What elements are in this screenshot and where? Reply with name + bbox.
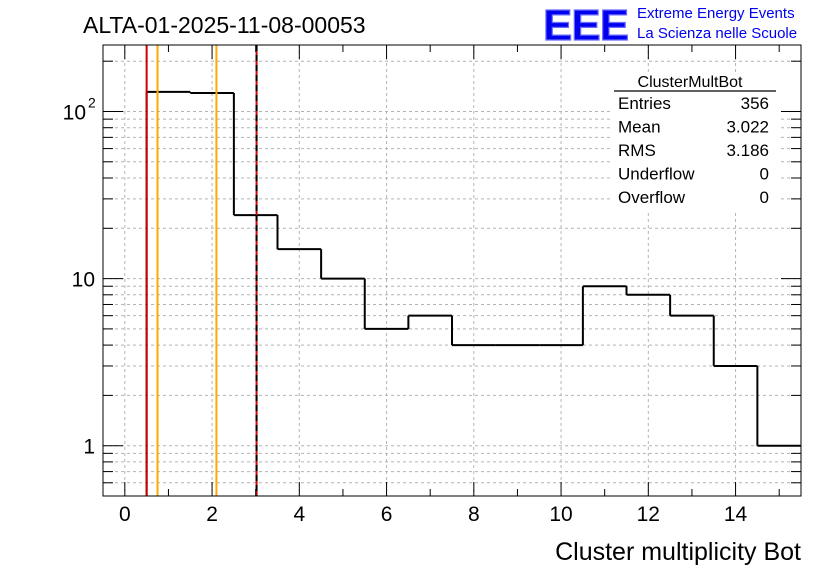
eee-logo: EEE Extreme Energy Events La Scienza nel…	[542, 0, 797, 50]
y-tick-label: 1	[83, 436, 95, 459]
plot-frame	[102, 44, 802, 497]
stats-row-label: Overflow	[618, 188, 686, 207]
run-title: ALTA-01-2025-11-08-00053	[83, 12, 366, 38]
stats-row-value: 0	[760, 188, 769, 207]
x-tick-label: 2	[206, 503, 218, 526]
marker-lines	[145, 45, 258, 496]
logo-line-2: La Scienza nelle Scuole	[637, 25, 797, 42]
grid-lines	[103, 45, 801, 497]
x-tick-label: 8	[468, 503, 480, 526]
stats-row-label: RMS	[618, 141, 656, 160]
stats-row-label: Underflow	[618, 165, 695, 184]
x-axis: 0 2 4 6 8 10 12 14	[119, 45, 780, 526]
x-tick-label: 6	[381, 503, 393, 526]
x-tick-label: 10	[549, 503, 572, 526]
stats-title: ClusterMultBot	[638, 74, 743, 91]
stats-row-value: 3.022	[726, 118, 769, 137]
x-tick-label: 12	[637, 503, 660, 526]
stats-row-label: Entries	[618, 94, 671, 113]
y-tick-label-exponent: 2	[88, 94, 96, 110]
stats-row-value: 3.186	[726, 141, 769, 160]
stats-row-value: 356	[741, 94, 769, 113]
x-tick-label: 14	[724, 503, 748, 526]
eee-logo-text: EEE	[543, 1, 628, 50]
stats-row-value: 0	[760, 165, 769, 184]
stats-rows: Entries 356 Mean 3.022 RMS 3.186 Underflow 0 Ove…	[618, 94, 769, 207]
x-tick-label: 0	[119, 503, 131, 526]
y-tick-label: 10	[72, 269, 95, 292]
stats-box-background	[610, 72, 778, 210]
x-axis-label: Cluster multiplicity Bot	[555, 538, 801, 566]
stats-row-label: Mean	[618, 118, 661, 137]
y-tick-label: 10	[63, 101, 86, 124]
logo-line-1: Extreme Energy Events	[637, 5, 795, 22]
stats-box: ClusterMultBot Entries 356 Mean 3.022 RMS 3.1…	[610, 72, 778, 210]
x-tick-label: 4	[293, 503, 305, 526]
